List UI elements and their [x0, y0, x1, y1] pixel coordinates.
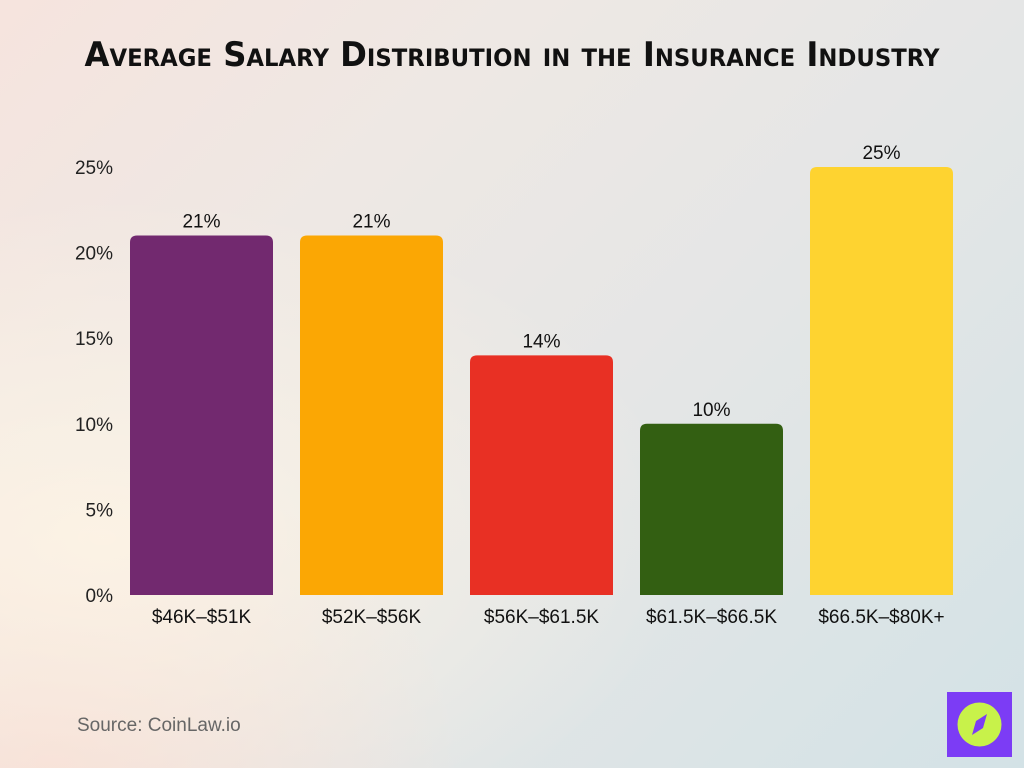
compass-needle-icon: [972, 714, 987, 735]
logo[interactable]: [947, 692, 1012, 757]
bar: [810, 167, 953, 595]
x-tick-label: $61.5K–$66.5K: [646, 607, 777, 628]
bar: [470, 355, 613, 595]
data-label: 14%: [522, 331, 560, 352]
source-text: Source: CoinLaw.io: [77, 715, 241, 736]
chart-title: Average Salary Distribution in the Insur…: [85, 35, 941, 75]
data-label: 25%: [862, 143, 900, 164]
y-tick-label: 15%: [75, 329, 113, 350]
data-label: 10%: [692, 400, 730, 421]
y-tick-label: 0%: [86, 586, 114, 607]
y-axis: 0% 5% 10% 15% 20% 25%: [75, 158, 113, 607]
x-tick-label: $52K–$56K: [322, 607, 422, 628]
data-label: 21%: [352, 211, 390, 232]
bar: [300, 235, 443, 596]
x-tick-label: $46K–$51K: [152, 607, 252, 628]
data-label: 21%: [182, 211, 220, 232]
y-tick-label: 25%: [75, 158, 113, 179]
x-tick-label: $56K–$61.5K: [484, 607, 599, 628]
bar: [130, 235, 273, 596]
bar: [640, 423, 783, 595]
bars: 21% $46K–$51K 21% $52K–$56K 14% $56K–$61.5K 10…: [130, 143, 953, 628]
x-tick-label: $66.5K–$80K+: [818, 607, 944, 628]
y-tick-label: 20%: [75, 244, 113, 265]
y-tick-label: 10%: [75, 415, 113, 436]
y-tick-label: 5%: [86, 500, 114, 521]
